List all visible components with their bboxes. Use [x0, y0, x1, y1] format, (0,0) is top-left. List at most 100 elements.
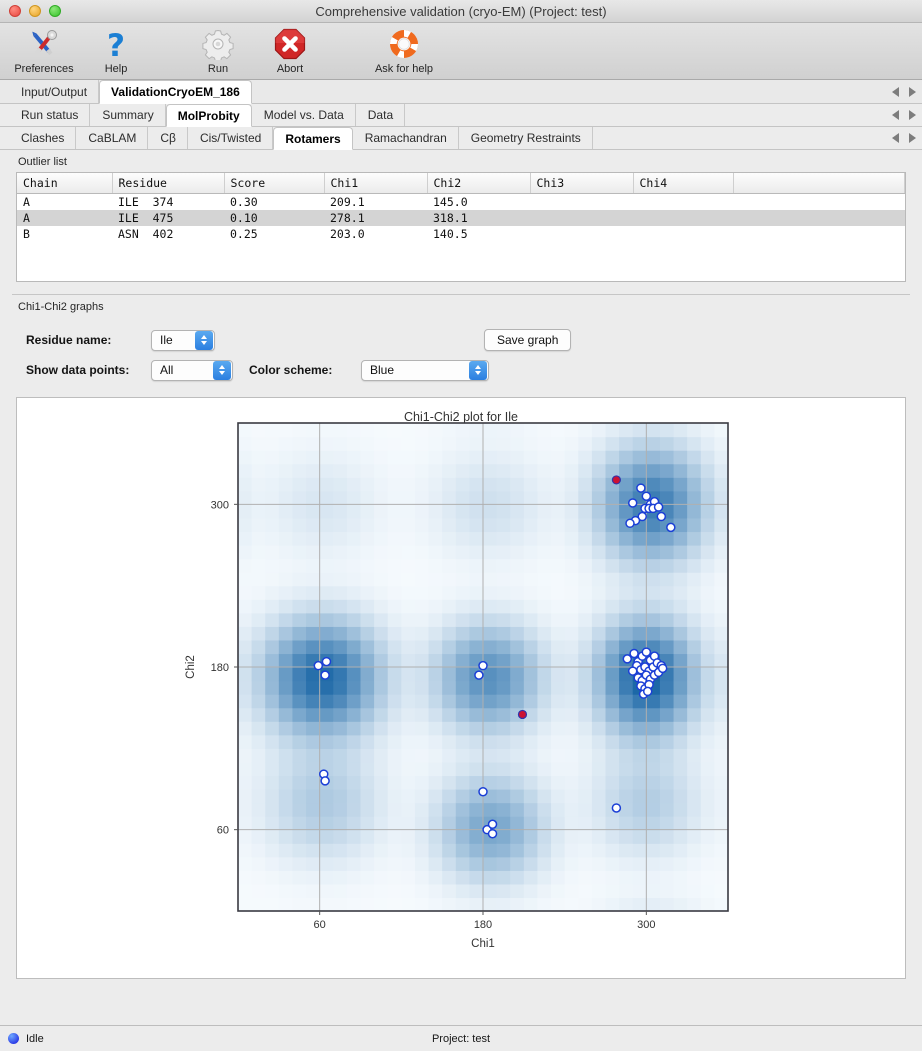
- tab-validationcryoem-186[interactable]: ValidationCryoEM_186: [99, 80, 252, 104]
- data-point: [487, 819, 498, 829]
- toolbar-button-run[interactable]: Run: [182, 26, 254, 75]
- main-toolbar: Preferences ? Help Run: [0, 23, 922, 80]
- chevron-down-icon: [219, 371, 225, 375]
- y-tick-label: 300: [211, 499, 229, 511]
- nav-right-icon[interactable]: [909, 110, 916, 120]
- chevron-down-icon: [201, 341, 207, 345]
- cell-chain: A: [23, 195, 30, 209]
- tab-model-vs-data[interactable]: Model vs. Data: [252, 104, 356, 126]
- tab-molprobity[interactable]: MolProbity: [165, 104, 252, 127]
- table-row[interactable]: B ASN 402 0.25 203.0 140.5: [17, 226, 905, 242]
- tools-icon: [27, 28, 61, 60]
- tabbar-level3-tabs: Clashes CaBLAM Cβ Cis/Twisted Rotamers R…: [0, 127, 593, 150]
- gear-icon: [202, 28, 234, 60]
- column-header-residue[interactable]: Residue: [112, 173, 225, 194]
- minimize-button[interactable]: [29, 5, 41, 17]
- cell-chi1: 203.0: [330, 227, 365, 241]
- toolbar-label-run: Run: [207, 63, 229, 75]
- x-tick-label: 300: [637, 919, 655, 931]
- nav-left-icon[interactable]: [892, 110, 899, 120]
- cell-residue: ASN 402: [118, 227, 174, 241]
- maximize-button[interactable]: [49, 5, 61, 17]
- cell-residue: ILE 374: [118, 195, 174, 209]
- tab-ramachandran[interactable]: Ramachandran: [353, 127, 459, 149]
- data-point: [320, 670, 330, 680]
- tab-clashes[interactable]: Clashes: [9, 127, 77, 149]
- data-point: [653, 502, 664, 512]
- toolbar-button-abort[interactable]: Abort: [254, 26, 326, 75]
- chevron-updown-icon[interactable]: [195, 330, 213, 350]
- data-point: [625, 518, 635, 529]
- cell-spacer: [733, 210, 905, 226]
- save-graph-button[interactable]: Save graph: [484, 329, 572, 351]
- close-button[interactable]: [9, 5, 21, 17]
- toolbar-label-preferences: Preferences: [14, 63, 74, 75]
- status-bar: Idle Project: test: [0, 1025, 922, 1051]
- data-point: [636, 483, 646, 493]
- table-row[interactable]: A ILE 374 0.30 209.1 145.0: [17, 194, 905, 211]
- tab-cablam[interactable]: CaBLAM: [76, 127, 149, 149]
- data-point: [656, 511, 667, 522]
- column-header-spacer[interactable]: [733, 173, 905, 194]
- data-point: [627, 498, 638, 508]
- residue-name-label: Residue name:: [26, 333, 112, 347]
- cell-chi4: [633, 194, 733, 211]
- tab-data[interactable]: Data: [356, 104, 406, 126]
- tabbar-level3: Clashes CaBLAM Cβ Cis/Twisted Rotamers R…: [0, 127, 922, 150]
- column-header-score[interactable]: Score: [224, 173, 325, 194]
- residue-name-select[interactable]: Ile: [151, 329, 215, 351]
- data-point: [478, 660, 488, 671]
- data-point: [320, 776, 330, 786]
- chevron-up-icon: [201, 335, 207, 339]
- data-point: [611, 803, 622, 813]
- cell-chi2: 140.5: [433, 227, 468, 241]
- chevron-updown-icon[interactable]: [213, 360, 231, 380]
- column-header-chi4[interactable]: Chi4: [633, 173, 734, 194]
- color-scheme-select[interactable]: Blue: [361, 359, 489, 381]
- cell-spacer: [733, 226, 905, 242]
- data-point: [627, 666, 638, 676]
- residue-name-value: Ile: [160, 333, 173, 347]
- cell-chain: A: [17, 210, 112, 226]
- color-scheme-value: Blue: [370, 363, 395, 377]
- cell-chi1: 209.1: [330, 195, 365, 209]
- nav-left-icon[interactable]: [892, 133, 899, 143]
- cell-chi2: 145.0: [433, 195, 468, 209]
- column-header-chi1[interactable]: Chi1: [324, 173, 428, 194]
- x-tick-label: 60: [314, 919, 326, 931]
- table-header: Chain Residue Score Chi1 Chi2 Chi3 Chi4: [17, 173, 905, 194]
- nav-left-icon[interactable]: [892, 86, 899, 97]
- toolbar-label-ask-for-help: Ask for help: [374, 63, 434, 75]
- column-header-chi3[interactable]: Chi3: [530, 173, 634, 194]
- show-data-points-select[interactable]: All: [151, 359, 233, 381]
- tab-rotamers[interactable]: Rotamers: [273, 127, 353, 150]
- table-row[interactable]: A ILE 475 0.10 278.1 318.1: [17, 210, 905, 226]
- cell-chain: B: [23, 227, 30, 241]
- outlier-list-table-container[interactable]: Chain Residue Score Chi1 Chi2 Chi3 Chi4 …: [16, 172, 906, 282]
- nav-right-icon[interactable]: [909, 86, 916, 97]
- chi1-chi2-plot-panel[interactable]: Chi1-Chi2 plot for Ile 60 180 300 60 180 300 C…: [16, 397, 906, 979]
- toolbar-button-preferences[interactable]: Preferences: [8, 26, 80, 75]
- tab-cis-twisted[interactable]: Cis/Twisted: [188, 127, 274, 149]
- tabbar-level1-tabs: Input/Output ValidationCryoEM_186: [0, 80, 252, 104]
- toolbar-button-ask-for-help[interactable]: Ask for help: [356, 26, 452, 75]
- cell-score: 0.30: [230, 195, 258, 209]
- tab-input-output[interactable]: Input/Output: [9, 80, 100, 103]
- tabbar-level2-tabs: Run status Summary MolProbity Model vs. …: [0, 104, 406, 127]
- question-mark-icon: ?: [101, 28, 131, 60]
- show-data-points-value: All: [160, 363, 174, 377]
- toolbar-button-help[interactable]: ? Help: [80, 26, 152, 75]
- tab-run-status[interactable]: Run status: [9, 104, 91, 126]
- cell-chi1: 278.1: [324, 210, 427, 226]
- chevron-updown-icon[interactable]: [469, 360, 487, 380]
- outlier-point: [611, 475, 621, 485]
- column-header-chi2[interactable]: Chi2: [427, 173, 531, 194]
- nav-right-icon[interactable]: [909, 133, 916, 143]
- tab-cbeta[interactable]: Cβ: [148, 127, 188, 149]
- column-header-chain[interactable]: Chain: [17, 173, 113, 194]
- chevron-up-icon: [475, 365, 481, 369]
- tab-summary[interactable]: Summary: [90, 104, 166, 126]
- tabbar-level3-nav: [892, 127, 916, 149]
- chi1-chi2-scatter-plot[interactable]: 60 180 300 60 180 300 Chi1 Chi2: [17, 398, 905, 978]
- tab-geometry-restraints[interactable]: Geometry Restraints: [459, 127, 593, 149]
